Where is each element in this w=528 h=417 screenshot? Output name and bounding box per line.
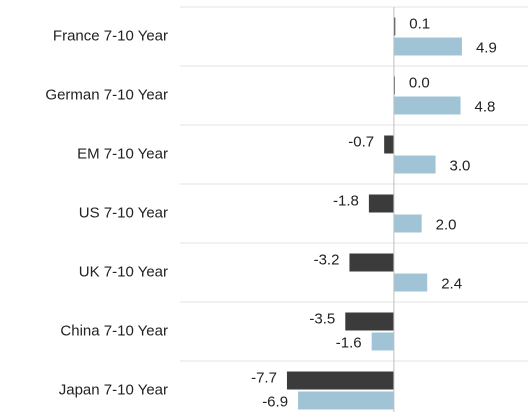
- value-label: -1.6: [336, 334, 362, 351]
- value-label: 0.0: [409, 74, 430, 91]
- bar: [371, 332, 394, 351]
- value-label: 0.1: [409, 15, 430, 32]
- bar: [393, 17, 396, 36]
- category-label: US 7-10 Year: [79, 204, 168, 221]
- category-label: EM 7-10 Year: [77, 145, 168, 162]
- value-label: -0.7: [348, 133, 374, 150]
- bar: [393, 37, 462, 56]
- value-label: -7.7: [251, 369, 277, 386]
- bar: [286, 371, 394, 390]
- category-label: Japan 7-10 Year: [59, 381, 168, 398]
- value-label: 2.4: [441, 275, 462, 292]
- value-label: -6.9: [262, 393, 288, 410]
- bar: [349, 253, 394, 272]
- value-label: 4.9: [476, 39, 497, 56]
- bar: [298, 391, 394, 410]
- bar: [384, 135, 394, 154]
- bar: [393, 273, 428, 292]
- bar: [368, 194, 394, 213]
- category-label: German 7-10 Year: [45, 86, 168, 103]
- value-label: -3.2: [314, 251, 340, 268]
- category-label: China 7-10 Year: [60, 322, 168, 339]
- value-label: 4.8: [475, 98, 496, 115]
- value-label: 3.0: [450, 157, 471, 174]
- bar: [393, 96, 461, 115]
- bar: [393, 214, 422, 233]
- bar: [345, 312, 394, 331]
- value-label: -1.8: [333, 192, 359, 209]
- category-label: France 7-10 Year: [53, 27, 168, 44]
- bar: [393, 155, 436, 174]
- value-label: -3.5: [309, 310, 335, 327]
- category-label: UK 7-10 Year: [79, 263, 168, 280]
- value-label: 2.0: [436, 216, 457, 233]
